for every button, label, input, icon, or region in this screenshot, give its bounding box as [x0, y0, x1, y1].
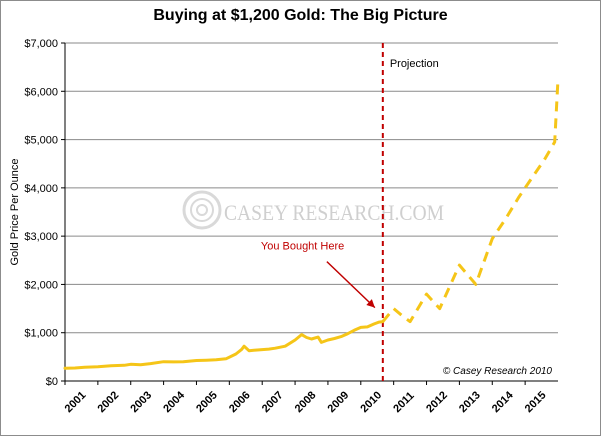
- y-tick-label: $0: [46, 376, 58, 388]
- y-tick-labels: $0 $1,000 $2,000 $3,000 $4,000 $5,000 $6,000 $7…: [24, 38, 58, 388]
- series: [63, 79, 560, 370]
- x-tick-label: 2015: [523, 389, 549, 415]
- x-tick-label: 2004: [161, 389, 187, 415]
- x-tick-label: 2009: [326, 389, 352, 415]
- y-axis-label: Gold Price Per Ounce: [9, 159, 21, 266]
- x-tick-label: 2006: [227, 389, 253, 415]
- y-tick-label: $7,000: [24, 38, 58, 50]
- projection-label: Projection: [390, 58, 439, 70]
- annotation-label: You Bought Here: [261, 241, 344, 253]
- x-tick-label: 2010: [358, 389, 384, 415]
- y-tick-label: $6,000: [24, 86, 58, 98]
- chart-title: Buying at $1,200 Gold: The Big Picture: [153, 7, 448, 24]
- watermark-logo-inner: [196, 204, 208, 216]
- x-tick-label: 2001: [63, 389, 89, 415]
- gridlines: [65, 42, 558, 334]
- x-tick-label: 2008: [293, 389, 319, 415]
- y-tick-label: $1,000: [24, 328, 58, 340]
- x-tick-labels: 2001 2002 2003 2004 2005 2006 2007 2008 2009 2010…: [63, 389, 549, 415]
- x-tick-label: 2013: [457, 389, 483, 415]
- x-tick-label: 2014: [490, 389, 516, 415]
- watermark-logo-outer: [182, 190, 222, 230]
- watermark-brand: CASEY RESEARCH.COM: [224, 200, 444, 225]
- watermark-logo-mid: [190, 198, 214, 222]
- annotation-arrowhead: [366, 299, 375, 308]
- y-tick-label: $3,000: [24, 231, 58, 243]
- y-tick-label: $4,000: [24, 183, 58, 195]
- x-tick-label: 2012: [424, 389, 450, 415]
- x-tick-label: 2007: [260, 389, 286, 415]
- x-tick-label: 2011: [391, 390, 416, 415]
- x-tick-label: 2005: [194, 389, 220, 415]
- series-line-historical: [63, 320, 385, 370]
- x-tick-label: 2002: [96, 389, 122, 415]
- copyright-credit: © Casey Research 2010: [443, 366, 553, 377]
- y-tick-label: $5,000: [24, 135, 58, 147]
- casey-research-watermark: CASEY RESEARCH.COM: [182, 190, 444, 230]
- axes: [61, 42, 558, 385]
- x-tick-label: 2003: [128, 389, 154, 415]
- series-line-projection: [381, 79, 560, 324]
- annotation-arrow: [326, 261, 376, 309]
- y-tick-label: $2,000: [24, 279, 58, 291]
